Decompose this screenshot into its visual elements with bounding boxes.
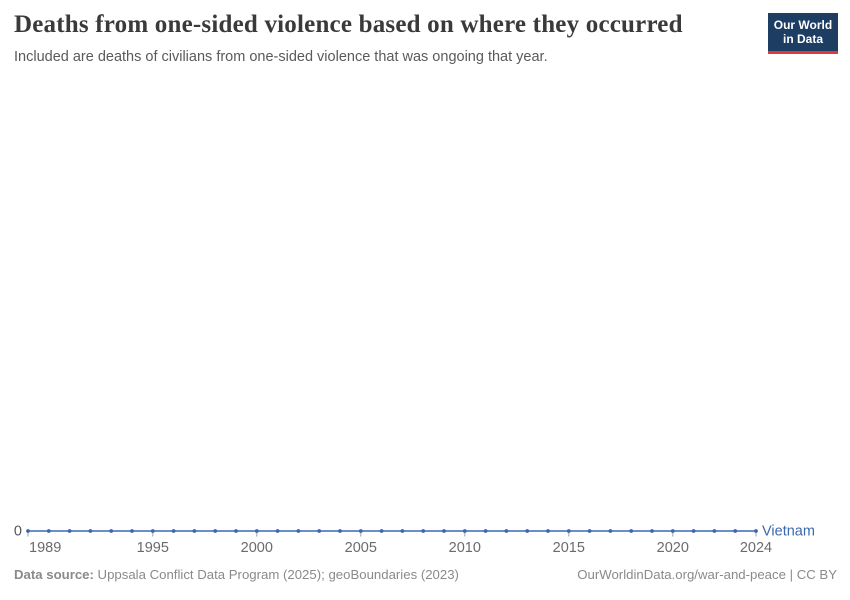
- data-point[interactable]: [150, 529, 155, 533]
- chart-footer: Data source: Uppsala Conflict Data Progr…: [14, 567, 837, 582]
- data-point[interactable]: [234, 529, 238, 533]
- data-point[interactable]: [338, 529, 342, 533]
- data-source-text: Uppsala Conflict Data Program (2025); ge…: [93, 567, 459, 582]
- data-point[interactable]: [421, 529, 426, 533]
- data-point[interactable]: [88, 529, 93, 533]
- data-point[interactable]: [546, 529, 550, 533]
- data-point[interactable]: [691, 529, 696, 533]
- data-point[interactable]: [712, 529, 717, 533]
- data-point[interactable]: [525, 529, 530, 533]
- data-point[interactable]: [358, 529, 363, 533]
- data-point[interactable]: [254, 529, 259, 533]
- data-point[interactable]: [400, 529, 405, 533]
- data-point[interactable]: [650, 529, 654, 533]
- data-point[interactable]: [317, 529, 322, 533]
- data-point[interactable]: [462, 529, 467, 533]
- x-axis-tick-label: 1989: [29, 540, 61, 556]
- data-point[interactable]: [192, 529, 197, 533]
- chart-subtitle: Included are deaths of civilians from on…: [14, 49, 548, 65]
- owid-logo[interactable]: Our World in Data: [768, 13, 838, 54]
- data-point[interactable]: [109, 529, 114, 533]
- data-point[interactable]: [754, 529, 758, 533]
- data-point[interactable]: [442, 529, 446, 533]
- x-axis-tick-label: 2000: [241, 540, 273, 556]
- owid-logo-line2: in Data: [782, 32, 823, 47]
- data-point[interactable]: [587, 529, 592, 533]
- credit-link[interactable]: OurWorldinData.org/war-and-peace | CC BY: [577, 567, 837, 582]
- x-axis-tick-label: 2015: [553, 540, 585, 556]
- data-point[interactable]: [296, 529, 301, 533]
- data-point[interactable]: [670, 529, 675, 533]
- data-point[interactable]: [504, 529, 509, 533]
- data-point[interactable]: [67, 529, 72, 533]
- series-end-label[interactable]: Vietnam: [762, 524, 815, 540]
- owid-logo-line1: Our World: [773, 18, 833, 32]
- chart-title: Deaths from one-sided violence based on …: [14, 11, 683, 38]
- x-axis-tick-label: 2010: [449, 540, 481, 556]
- data-point[interactable]: [629, 529, 634, 533]
- x-axis-tick-label: 2005: [345, 540, 377, 556]
- data-point[interactable]: [213, 529, 218, 533]
- data-point[interactable]: [46, 529, 51, 533]
- data-point[interactable]: [171, 529, 176, 533]
- data-source-label: Data source:: [14, 567, 94, 582]
- data-source-note: Data source: Uppsala Conflict Data Progr…: [14, 567, 459, 582]
- data-point[interactable]: [566, 529, 571, 533]
- x-axis-tick-label: 1995: [137, 540, 169, 556]
- x-axis-tick-label: 2024: [740, 540, 772, 556]
- data-point[interactable]: [26, 529, 30, 533]
- data-point[interactable]: [608, 529, 613, 533]
- data-point[interactable]: [379, 529, 384, 533]
- data-point[interactable]: [733, 529, 738, 533]
- x-axis-tick-label: 2020: [657, 540, 689, 556]
- y-axis-tick-label: 0: [14, 524, 22, 540]
- data-point[interactable]: [483, 529, 488, 533]
- data-point[interactable]: [275, 529, 280, 533]
- data-point[interactable]: [130, 529, 134, 533]
